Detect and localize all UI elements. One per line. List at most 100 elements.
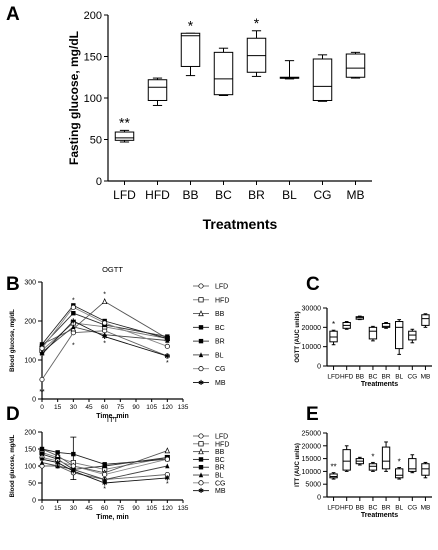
x-tick-label: BC — [368, 374, 377, 381]
data-point: ✱ — [55, 459, 61, 467]
series-hfd: HFD — [39, 297, 229, 353]
series-mb: ✱ ✱ ✱ ✱ ✱ ✱ MB — [39, 456, 226, 495]
legend-marker — [198, 433, 204, 439]
y-tick-label: 150 — [84, 51, 102, 63]
panel-letter: C — [306, 274, 320, 295]
data-point: ✱ — [70, 318, 76, 326]
data-point — [102, 463, 107, 469]
box-bb: * — [180, 17, 201, 77]
box-hfd — [342, 321, 351, 330]
x-axis-label: Treatments — [361, 381, 398, 388]
legend-label: BB — [215, 449, 225, 456]
legend-label: CG — [215, 480, 226, 487]
data-point — [164, 343, 170, 349]
box-br — [381, 322, 391, 329]
box-br: * — [246, 15, 267, 77]
x-tick-label: LFD — [327, 505, 340, 512]
data-point — [164, 447, 171, 454]
x-tick-label: CG — [314, 188, 332, 202]
data-point — [71, 324, 76, 330]
data-point — [39, 376, 45, 383]
box-cg — [312, 54, 333, 102]
x-axis-label: Time, min — [96, 413, 129, 420]
legend-label: HFD — [215, 441, 229, 448]
legend-marker — [198, 283, 204, 289]
legend-label: HFD — [215, 297, 229, 304]
box-iqr — [408, 458, 417, 472]
data-point — [164, 456, 170, 462]
data-point — [71, 451, 76, 457]
data-point — [71, 311, 76, 316]
y-tick-label: 50 — [90, 134, 102, 146]
legend-marker: ✱ — [198, 379, 204, 387]
box-iqr — [368, 326, 378, 340]
y-tick-label: 200 — [24, 318, 36, 325]
box-mb — [421, 313, 430, 328]
box-mb — [421, 461, 430, 479]
box-bl — [279, 60, 300, 80]
x-axis-label: Treatments — [203, 216, 278, 232]
data-point: ✱ — [102, 333, 108, 341]
legend-label: BC — [215, 325, 225, 332]
x-tick-label: 15 — [54, 505, 62, 512]
data-point — [70, 304, 76, 310]
box-cg — [408, 454, 417, 474]
x-tick-label: BR — [382, 374, 391, 381]
panel-letter: E — [306, 404, 319, 425]
legend-marker — [198, 325, 204, 330]
significance-mark: ** — [330, 463, 336, 472]
data-point — [55, 463, 60, 469]
box-bl: * — [395, 458, 404, 480]
x-tick-label: BB — [182, 188, 198, 202]
box-bl — [395, 319, 404, 355]
y-tick-label: 20000 — [302, 443, 322, 450]
legend-marker — [198, 310, 204, 317]
series-bc: BC — [39, 303, 225, 347]
x-tick-label: LFD — [327, 374, 340, 381]
series-bc: BC — [39, 446, 225, 467]
x-tick-label: 75 — [117, 505, 125, 512]
box-iqr — [395, 468, 404, 479]
data-point — [164, 471, 170, 478]
series-cg: CG — [39, 454, 226, 487]
x-tick-label: MB — [421, 374, 431, 381]
y-axis-label: Blood glucose, mg/dL — [10, 309, 16, 372]
series-bl: BL — [39, 460, 224, 482]
y-tick-label: 20000 — [302, 325, 322, 332]
panel-letter: A — [6, 4, 20, 25]
y-tick-label: 5000 — [305, 482, 321, 489]
box-iqr — [312, 58, 333, 101]
x-tick-label: 135 — [178, 404, 189, 411]
x-tick-label: 120 — [162, 505, 173, 512]
box-iqr — [421, 463, 430, 476]
series-line — [41, 458, 168, 484]
significance-mark: * — [72, 342, 75, 349]
significance-mark: * — [398, 458, 401, 467]
legend-marker — [198, 465, 204, 470]
legend-label: CG — [215, 366, 226, 373]
chart-title: OGTT — [102, 265, 123, 274]
legend-label: LFD — [215, 284, 228, 291]
box-iqr — [180, 32, 201, 67]
significance-mark: * — [332, 320, 335, 329]
x-tick-label: BR — [248, 188, 265, 202]
x-tick-label: 90 — [132, 505, 140, 512]
x-tick-label: 45 — [85, 505, 93, 512]
box-iqr — [213, 51, 234, 96]
legend-marker — [198, 297, 204, 303]
x-tick-label: BL — [395, 374, 403, 381]
series-line — [41, 326, 168, 353]
data-point: ✱ — [39, 456, 45, 464]
box-iqr — [345, 53, 366, 78]
x-tick-label: MB — [347, 188, 365, 202]
box-hfd — [342, 445, 351, 472]
y-tick-label: 200 — [84, 10, 102, 22]
data-point: ✱ — [70, 468, 76, 476]
x-tick-label: MB — [421, 505, 431, 512]
x-tick-label: 45 — [85, 404, 93, 411]
box-lfd: * — [329, 320, 338, 346]
box-hfd — [147, 77, 168, 106]
x-tick-label: HFD — [145, 188, 170, 202]
